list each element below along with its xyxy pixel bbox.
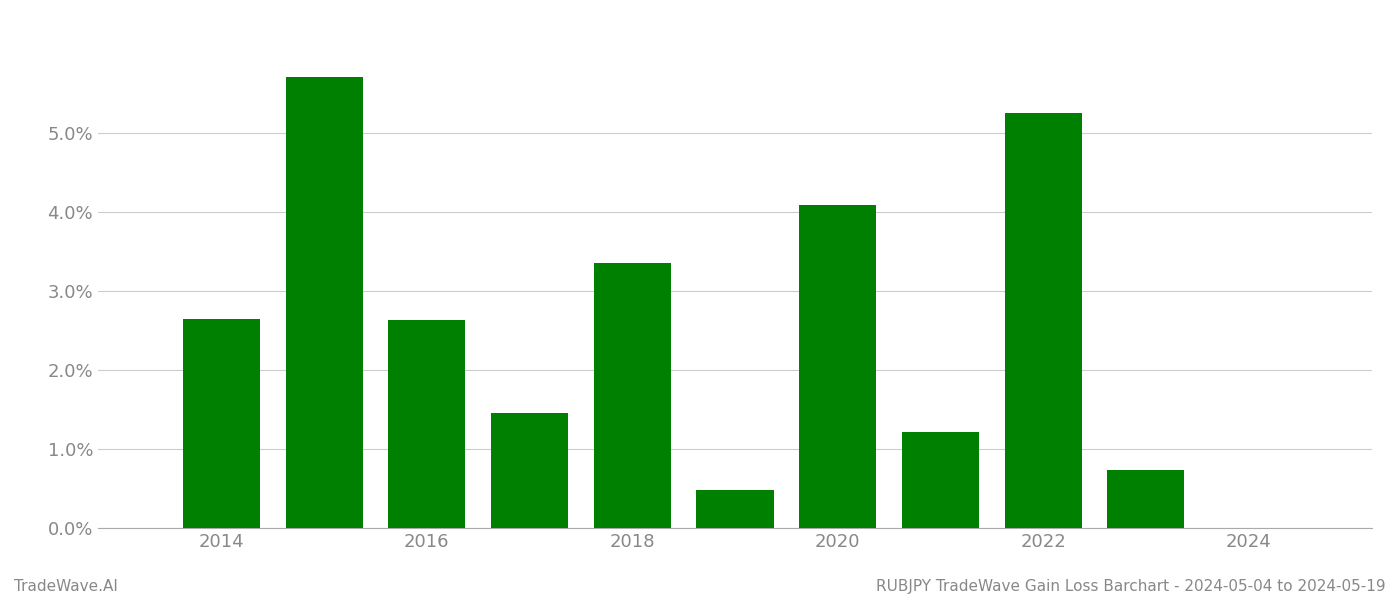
Bar — [1005, 113, 1082, 528]
Bar — [1107, 470, 1184, 528]
Bar — [491, 413, 568, 528]
Bar — [388, 320, 465, 528]
Text: RUBJPY TradeWave Gain Loss Barchart - 2024-05-04 to 2024-05-19: RUBJPY TradeWave Gain Loss Barchart - 20… — [876, 579, 1386, 594]
Bar — [183, 319, 260, 528]
Bar — [594, 263, 671, 528]
Bar — [286, 77, 363, 528]
Text: TradeWave.AI: TradeWave.AI — [14, 579, 118, 594]
Bar — [902, 431, 979, 528]
Bar — [696, 490, 774, 528]
Bar — [799, 205, 876, 528]
